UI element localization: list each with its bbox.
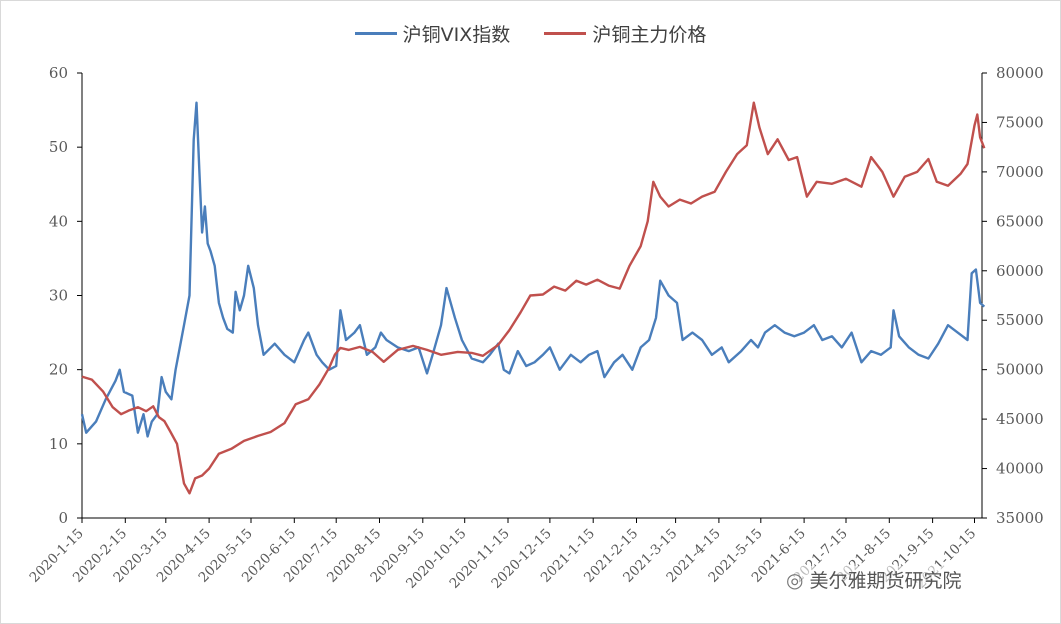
legend-item-price: 沪铜主力价格 [544,20,706,47]
y-left-tick-label: 20 [49,361,68,379]
y-right-tick-label: 75000 [996,113,1044,131]
watermark-text: 美尔雅期货研究院 [809,570,962,592]
y-right-tick-label: 80000 [996,64,1044,82]
legend-swatch-vix [354,32,397,35]
y-left-tick-label: 40 [49,212,68,230]
y-right-tick-label: 55000 [996,311,1044,329]
y-right-tick-label: 35000 [996,509,1044,527]
y-left-tick-label: 10 [49,435,68,453]
legend-label-price: 沪铜主力价格 [592,24,707,46]
y-right-tick-label: 60000 [996,262,1044,280]
y-right-tick-label: 65000 [996,212,1044,230]
y-right-tick-label: 45000 [996,410,1044,428]
y-left-tick-label: 60 [49,64,68,82]
legend-swatch-price [544,32,587,35]
y-left-tick-label: 30 [49,287,68,305]
y-left-tick-label: 0 [58,509,68,527]
series-line-vix [80,101,986,438]
legend-item-vix: 沪铜VIX指数 [354,20,511,47]
y-left-tick-label: 50 [49,138,68,156]
watermark: ◎ 美尔雅期货研究院 [786,566,962,593]
wechat-icon: ◎ [786,567,804,592]
y-right-tick-label: 50000 [996,361,1044,379]
chart-legend: 沪铜VIX指数 沪铜主力价格 [0,18,1061,47]
y-right-tick-label: 70000 [996,163,1044,181]
series-line-price [81,101,986,495]
legend-label-vix: 沪铜VIX指数 [402,24,511,46]
y-right-tick-label: 40000 [996,460,1044,478]
